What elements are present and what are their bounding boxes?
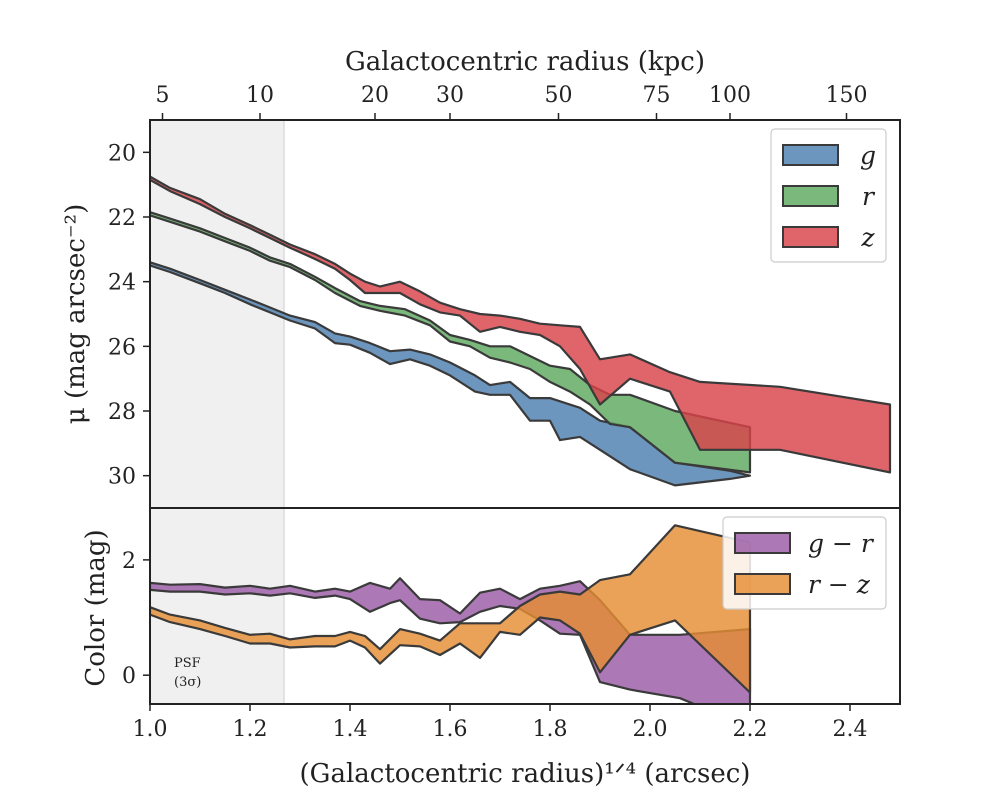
surface-brightness-plot-area bbox=[150, 120, 892, 508]
surface-brightness-legend-swatch-1 bbox=[782, 185, 839, 207]
color-xtick-label-3: 1.6 bbox=[433, 717, 468, 742]
psf-annotation-line1: PSF bbox=[174, 656, 201, 671]
color-xtick-label-1: 1.2 bbox=[233, 717, 268, 742]
color-legend-swatch-1 bbox=[734, 573, 791, 595]
color-ytick-label-1: 2 bbox=[122, 549, 136, 574]
top-y-axis-title: μ (mag arcsec⁻²) bbox=[61, 204, 91, 424]
surface-brightness-ytick-label-3: 26 bbox=[108, 335, 136, 360]
top-x-axis-title: Galactocentric radius (kpc) bbox=[345, 47, 705, 77]
color-xtick-label-7: 2.4 bbox=[833, 717, 868, 742]
color-plot-area bbox=[150, 508, 752, 704]
surface-brightness-ytick-label-5: 30 bbox=[108, 465, 136, 490]
surface-brightness-band-1 bbox=[150, 211, 752, 474]
surface-brightness-ytick-label-2: 24 bbox=[108, 271, 136, 296]
color-xtick-label-4: 1.8 bbox=[533, 717, 568, 742]
color-legend-label-0: g − r bbox=[808, 529, 875, 558]
surface-brightness-legend-label-1: r bbox=[862, 182, 876, 211]
color-panel: 0 2 1.0 1.2 1.4 1.6 1.8 2.0 2.2 2.4 g − r r − z PSF (… bbox=[122, 507, 901, 742]
bottom-y-axis-title: Color (mag) bbox=[81, 529, 111, 686]
surface-brightness-top-tick-label-7: 150 bbox=[826, 83, 868, 108]
surface-brightness-top-tick-label-4: 50 bbox=[545, 83, 573, 108]
color-legend-swatch-0 bbox=[734, 532, 791, 554]
surface-brightness-psf-region bbox=[150, 120, 285, 508]
bottom-x-axis-title: (Galactocentric radius)¹ᐟ⁴ (arcsec) bbox=[300, 759, 751, 789]
color-xtick-label-2: 1.4 bbox=[333, 717, 368, 742]
color-frame bbox=[149, 507, 901, 705]
color-xtick-label-6: 2.2 bbox=[733, 717, 768, 742]
surface-brightness-top-tick-label-5: 75 bbox=[643, 83, 671, 108]
surface-brightness-top-tick-label-2: 20 bbox=[361, 83, 389, 108]
psf-annotation-line2: (3σ) bbox=[174, 675, 201, 690]
surface-brightness-band-2 bbox=[150, 175, 892, 474]
color-band-1 bbox=[150, 524, 752, 694]
surface-brightness-top-tick-label-0: 5 bbox=[156, 83, 170, 108]
surface-brightness-legend-swatch-0 bbox=[782, 144, 839, 166]
surface-brightness-panel: 20 22 24 26 28 30 5 10 20 30 50 75 100 150 grz bbox=[108, 83, 901, 509]
surface-brightness-band-0 bbox=[150, 261, 752, 487]
surface-brightness-ytick-label-0: 20 bbox=[108, 141, 136, 166]
surface-brightness-legend-label-0: g bbox=[860, 141, 876, 170]
surface-brightness-top-tick-label-1: 10 bbox=[246, 83, 274, 108]
surface-brightness-ytick-label-1: 22 bbox=[108, 206, 136, 231]
color-ytick-label-0: 0 bbox=[122, 664, 136, 689]
surface-brightness-legend-label-2: z bbox=[860, 223, 875, 252]
surface-brightness-top-tick-label-6: 100 bbox=[709, 83, 751, 108]
color-xtick-label-5: 2.0 bbox=[633, 717, 668, 742]
surface-brightness-top-tick-label-3: 30 bbox=[436, 83, 464, 108]
color-legend-label-1: r − z bbox=[808, 570, 871, 599]
color-xtick-label-0: 1.0 bbox=[133, 717, 168, 742]
surface-brightness-ytick-label-4: 28 bbox=[108, 400, 136, 425]
surface-brightness-legend-swatch-2 bbox=[782, 226, 839, 248]
color-psf-region bbox=[150, 508, 285, 704]
